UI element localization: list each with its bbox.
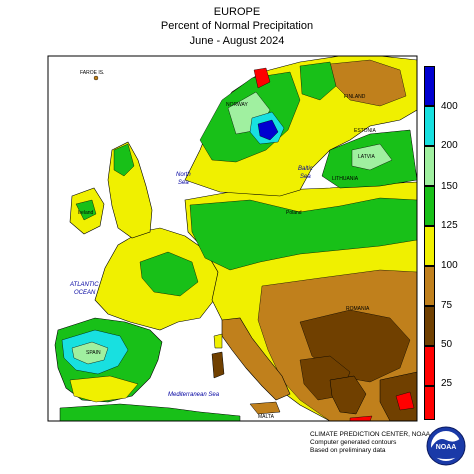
corsica xyxy=(213,333,223,349)
label-baltic-sea-1: Baltic xyxy=(298,166,313,172)
legend-swatch-150 xyxy=(424,146,435,186)
legend-swatch-200 xyxy=(424,106,435,146)
crete xyxy=(349,415,373,421)
legend-label-25: 25 xyxy=(441,378,453,389)
map-frame-border xyxy=(47,55,418,422)
map-period: June - August 2024 xyxy=(189,35,285,47)
label-romania: ROMANIA xyxy=(346,306,370,312)
label-north-sea-1: North xyxy=(176,172,191,178)
greece xyxy=(329,375,367,415)
label-atlantic-2: OCEAN xyxy=(74,290,96,296)
label-atlantic-1: ATLANTIC xyxy=(69,282,99,288)
legend-label-50: 50 xyxy=(441,339,453,350)
label-latvia: LATVIA xyxy=(358,154,376,160)
label-ireland: Ireland xyxy=(78,210,94,216)
turkey-red-spot xyxy=(395,391,415,411)
legend-swatch-0 xyxy=(424,386,435,420)
sardinia xyxy=(211,351,225,379)
credit-line-3: Based on preliminary data xyxy=(310,447,386,454)
label-malta: MALTA xyxy=(258,414,275,420)
label-baltic-sea-2: Sea xyxy=(300,174,311,180)
legend-swatch-125 xyxy=(424,186,435,226)
france-green-zone xyxy=(139,251,199,297)
finland-green xyxy=(299,61,337,101)
label-mediterranean: Mediterranean Sea xyxy=(168,392,220,398)
iberia-south-yellow xyxy=(69,375,139,403)
north-africa xyxy=(59,403,241,421)
map-subtitle: Percent of Normal Precipitation xyxy=(160,20,314,32)
norway-dry-red xyxy=(253,67,271,89)
noaa-logo-text: NOAA xyxy=(436,444,457,451)
sweden-wet-blue xyxy=(257,119,279,141)
faroe-islands xyxy=(93,75,99,81)
label-norway: NORWAY xyxy=(226,102,249,108)
iberia-very-wet-zone xyxy=(71,341,109,365)
baltic-lightgreen xyxy=(351,143,393,171)
legend-label-200: 200 xyxy=(441,140,458,151)
italy-landmass xyxy=(221,317,291,401)
legend-swatch-100 xyxy=(424,226,435,266)
credit-line-1: CLIMATE PREDICTION CENTER, NOAA xyxy=(310,431,431,438)
credit-line-2: Computer generated contours xyxy=(310,439,397,446)
legend-swatch-25 xyxy=(424,346,435,386)
map-region-title: EUROPE xyxy=(213,6,261,18)
legend-label-75: 75 xyxy=(441,300,453,311)
legend-swatch-400 xyxy=(424,66,435,106)
central-green-zone xyxy=(189,197,417,271)
scotland-green xyxy=(113,143,135,177)
legend-label-100: 100 xyxy=(441,260,458,271)
legend-swatch-50 xyxy=(424,306,435,346)
finland-brown xyxy=(329,59,407,107)
legend-swatch-75 xyxy=(424,266,435,306)
label-estonia: ESTONIA xyxy=(354,128,377,134)
label-faroe: FAROE IS. xyxy=(80,70,104,76)
legend-label-125: 125 xyxy=(441,220,458,231)
label-spain: SPAIN xyxy=(86,350,101,356)
label-poland: Poland xyxy=(286,210,302,216)
noaa-logo: NOAA xyxy=(426,426,466,466)
legend-label-150: 150 xyxy=(441,181,458,192)
legend-label-400: 400 xyxy=(441,101,458,112)
ireland-green xyxy=(75,199,97,221)
label-finland: FINLAND xyxy=(344,94,366,100)
sicily xyxy=(249,401,281,415)
label-north-sea-2: Sea xyxy=(178,180,189,186)
label-lithuania: LITHUANIA xyxy=(332,176,359,182)
